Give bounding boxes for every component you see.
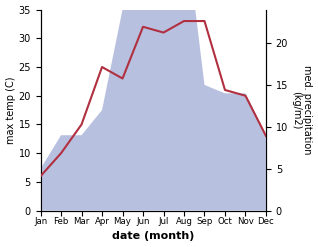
Y-axis label: max temp (C): max temp (C) [5, 76, 16, 144]
X-axis label: date (month): date (month) [112, 231, 194, 242]
Y-axis label: med. precipitation
(kg/m2): med. precipitation (kg/m2) [291, 65, 313, 155]
